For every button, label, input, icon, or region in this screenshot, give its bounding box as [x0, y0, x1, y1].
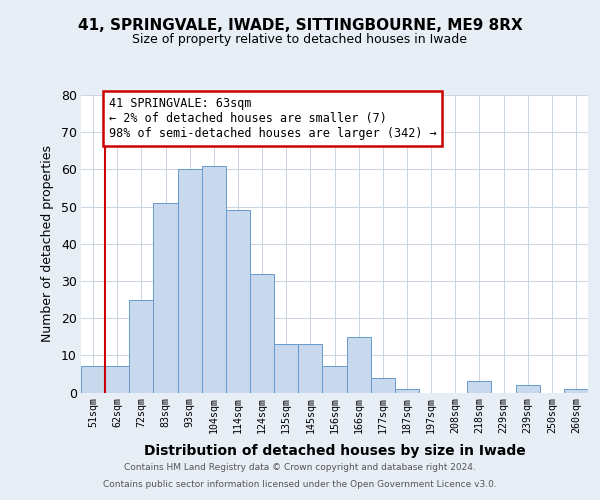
Bar — [564, 389, 588, 392]
Bar — [81, 366, 105, 392]
Bar — [178, 170, 202, 392]
Text: Size of property relative to detached houses in Iwade: Size of property relative to detached ho… — [133, 32, 467, 46]
Bar — [202, 166, 226, 392]
Bar — [395, 389, 419, 392]
Bar — [105, 366, 129, 392]
Bar — [371, 378, 395, 392]
Y-axis label: Number of detached properties: Number of detached properties — [41, 145, 54, 342]
Bar — [129, 300, 154, 392]
Text: Contains HM Land Registry data © Crown copyright and database right 2024.: Contains HM Land Registry data © Crown c… — [124, 464, 476, 472]
Bar — [298, 344, 322, 393]
Text: Contains public sector information licensed under the Open Government Licence v3: Contains public sector information licen… — [103, 480, 497, 489]
Bar — [322, 366, 347, 392]
Bar — [154, 203, 178, 392]
Bar — [226, 210, 250, 392]
Bar — [347, 336, 371, 392]
Bar — [467, 382, 491, 392]
Bar — [274, 344, 298, 393]
Text: 41 SPRINGVALE: 63sqm
← 2% of detached houses are smaller (7)
98% of semi-detache: 41 SPRINGVALE: 63sqm ← 2% of detached ho… — [109, 97, 437, 140]
Bar — [250, 274, 274, 392]
Text: 41, SPRINGVALE, IWADE, SITTINGBOURNE, ME9 8RX: 41, SPRINGVALE, IWADE, SITTINGBOURNE, ME… — [77, 18, 523, 32]
Bar — [515, 385, 540, 392]
X-axis label: Distribution of detached houses by size in Iwade: Distribution of detached houses by size … — [143, 444, 526, 458]
